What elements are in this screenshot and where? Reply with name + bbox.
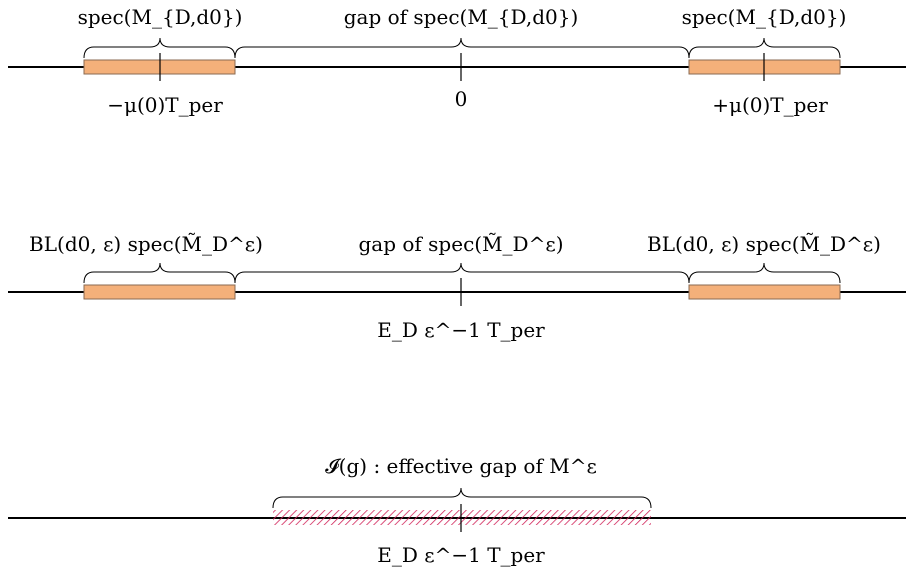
tick-label-right-1: +μ(0)T_per	[712, 93, 828, 117]
tick-label-mid-2: E_D ε^−1 T_per	[377, 318, 545, 342]
spectrum-band-left-2	[83, 284, 236, 300]
brace-right-1	[688, 37, 841, 59]
spectrum-band-right-2	[688, 284, 841, 300]
label-spec-left-1: spec(M_{D,d0})	[78, 5, 243, 29]
label-bl-spec-left-2: BL(d0, ε) spec(M̃_D^ε)	[29, 232, 263, 256]
label-gap-1: gap of spec(M_{D,d0})	[344, 5, 579, 29]
effective-gap-hatch	[273, 510, 651, 525]
tick-label-left-1: −μ(0)T_per	[107, 93, 223, 117]
brace-mid-1	[234, 37, 690, 59]
label-effective-gap: 𝓘(g) : effective gap of M^ε	[325, 454, 597, 478]
label-gap-2: gap of spec(M̃_D^ε)	[358, 232, 563, 256]
panel-3: 𝓘(g) : effective gap of M^ε E_D ε^−1 T_p…	[8, 454, 906, 567]
label-spec-right-1: spec(M_{D,d0})	[682, 5, 847, 29]
brace-left-1	[83, 37, 236, 59]
brace-mid-2	[234, 262, 690, 284]
brace-right-2	[688, 262, 841, 284]
tick-label-mid-3: E_D ε^−1 T_per	[377, 543, 545, 567]
brace-effective-gap	[272, 487, 652, 509]
panel-1: spec(M_{D,d0}) gap of spec(M_{D,d0}) spe…	[8, 5, 906, 117]
label-bl-spec-right-2: BL(d0, ε) spec(M̃_D^ε)	[647, 232, 881, 256]
panel-2: BL(d0, ε) spec(M̃_D^ε) gap of spec(M̃_D^…	[8, 232, 906, 342]
brace-left-2	[83, 262, 236, 284]
tick-label-mid-1: 0	[455, 87, 468, 111]
